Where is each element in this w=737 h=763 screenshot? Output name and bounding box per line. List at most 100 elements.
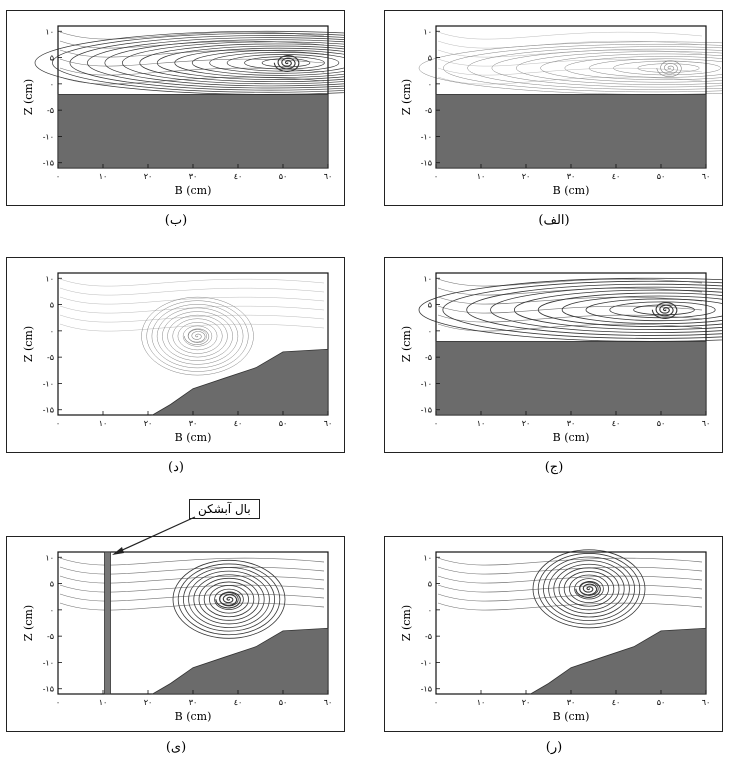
x-tick-label: ۱۰: [477, 698, 486, 707]
streamlines: [34, 30, 345, 95]
bed-region: [57, 93, 329, 169]
x-tick-label: ۳۰: [189, 419, 198, 428]
x-tick-label: ٤۰: [612, 419, 621, 428]
caption-d: (د): [168, 460, 184, 475]
x-tick-label: ٤۰: [612, 698, 621, 707]
x-tick-label: ۲۰: [522, 172, 531, 181]
y-tick-label: ۱۰: [45, 274, 54, 283]
y-axis-label: Z (cm): [400, 605, 413, 641]
x-tick-label: ۲۰: [144, 698, 153, 707]
x-tick-label: ٦۰: [702, 698, 711, 707]
x-tick-label: ۱۰: [477, 419, 486, 428]
x-tick-label: ٦۰: [324, 172, 333, 181]
y-tick-label: -۱۵: [43, 685, 54, 694]
x-tick-label: ۲۰: [522, 419, 531, 428]
y-tick-label: ۵: [428, 301, 432, 310]
x-tick-label: ٦۰: [324, 698, 333, 707]
x-tick-label: ٤۰: [234, 698, 243, 707]
x-tick-label: ٤۰: [234, 419, 243, 428]
bed-region: [435, 93, 707, 169]
y-axis-label: Z (cm): [22, 326, 35, 362]
callout-arrow: [112, 516, 196, 555]
y-tick-label: -۱۵: [421, 159, 432, 168]
x-tick-label: ۵۰: [279, 698, 288, 707]
y-tick-label: ۵: [50, 580, 54, 589]
y-tick-label: ۰: [50, 327, 54, 336]
x-tick-label: ۰: [56, 419, 60, 428]
caption-f: (ی): [165, 740, 187, 755]
y-tick-label: ۰: [428, 80, 432, 89]
caption-b: (ب): [164, 213, 188, 228]
x-tick-label: ۳۰: [189, 698, 198, 707]
y-tick-label: -۱۰: [421, 658, 432, 667]
x-tick-label: ۰: [434, 698, 438, 707]
bed-region: [435, 340, 707, 416]
y-tick-label: -۱۰: [421, 379, 432, 388]
x-tick-label: ۳۰: [567, 172, 576, 181]
caption-a: (الف): [538, 213, 570, 228]
y-tick-label: ۵: [50, 54, 54, 63]
y-tick-label: -۵: [425, 353, 432, 362]
y-tick-label: -۵: [425, 632, 432, 641]
y-tick-label: ۱۰: [423, 27, 432, 36]
y-axis-label: Z (cm): [22, 605, 35, 641]
x-tick-label: ۰: [434, 419, 438, 428]
y-tick-label: ۰: [50, 606, 54, 615]
x-tick-label: ۰: [56, 172, 60, 181]
x-tick-label: ۰: [434, 172, 438, 181]
y-axis-label: Z (cm): [400, 326, 413, 362]
x-axis-label: B (cm): [553, 431, 590, 444]
y-tick-label: ۰: [428, 606, 432, 615]
x-axis-label: B (cm): [553, 184, 590, 197]
x-axis-label: B (cm): [175, 431, 212, 444]
x-tick-label: ۵۰: [657, 172, 666, 181]
x-tick-label: ۲۰: [144, 419, 153, 428]
x-tick-label: ۱۰: [477, 172, 486, 181]
groyne-wall: [104, 551, 111, 695]
y-tick-label: -۱۰: [43, 379, 54, 388]
y-axis-label: Z (cm): [22, 79, 35, 115]
x-tick-label: ٦۰: [702, 419, 711, 428]
x-tick-label: ۵۰: [279, 172, 288, 181]
y-tick-label: ۵: [428, 54, 432, 63]
y-tick-label: -۱۰: [43, 658, 54, 667]
bed-region: [151, 627, 329, 695]
x-tick-label: ۵۰: [657, 419, 666, 428]
x-tick-label: ۵۰: [657, 698, 666, 707]
streamlines: [59, 557, 325, 639]
x-axis-label: B (cm): [175, 184, 212, 197]
y-tick-label: ۱۰: [45, 553, 54, 562]
y-tick-label: -۵: [425, 106, 432, 115]
x-tick-label: ٦۰: [702, 172, 711, 181]
x-tick-label: ۱۰: [99, 172, 108, 181]
y-tick-label: -۱۵: [43, 159, 54, 168]
x-tick-label: ۳۰: [189, 172, 198, 181]
y-tick-label: -۵: [47, 353, 54, 362]
y-tick-label: ۵: [428, 580, 432, 589]
y-tick-label: -۵: [47, 632, 54, 641]
groyne-wing-callout: بال آبشکن: [189, 499, 260, 519]
bed-region: [151, 348, 329, 416]
y-tick-label: -۱۵: [43, 406, 54, 415]
x-tick-label: ۱۰: [99, 698, 108, 707]
x-tick-label: ۱۰: [99, 419, 108, 428]
y-tick-label: -۱۵: [421, 685, 432, 694]
streamlines: [418, 277, 723, 342]
x-tick-label: ٤۰: [234, 172, 243, 181]
streamlines: [418, 31, 723, 95]
y-tick-label: -۱۰: [421, 132, 432, 141]
y-tick-label: ۵: [50, 301, 54, 310]
caption-c: (ج): [544, 460, 564, 475]
y-tick-label: ۱۰: [45, 27, 54, 36]
y-tick-label: -۱۵: [421, 406, 432, 415]
x-tick-label: ٦۰: [324, 419, 333, 428]
x-tick-label: ۵۰: [279, 419, 288, 428]
x-tick-label: ۲۰: [144, 172, 153, 181]
caption-e: (ر): [545, 740, 563, 755]
